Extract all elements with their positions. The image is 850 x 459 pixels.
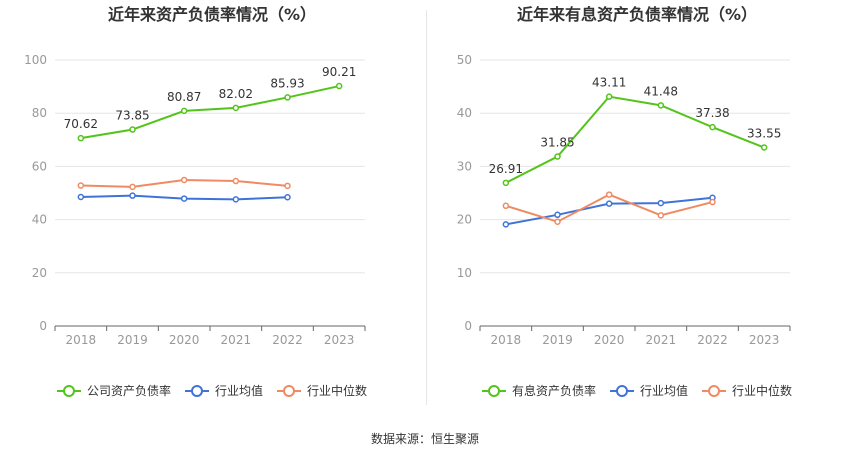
data-point (180, 195, 188, 202)
data-label: 73.85 (115, 109, 149, 123)
data-point (77, 182, 85, 189)
y-tick-label: 50 (457, 53, 472, 67)
y-tick-label: 20 (457, 213, 472, 227)
series-line (505, 95, 765, 184)
data-label: 82.02 (219, 87, 253, 101)
legend-item: 行业均值 (610, 383, 688, 398)
y-tick-label: 40 (457, 106, 472, 120)
data-point (335, 82, 343, 90)
data-label: 70.62 (64, 117, 98, 131)
data-label: 33.55 (747, 127, 781, 141)
data-label: 80.87 (167, 90, 201, 104)
x-tick-label: 2021 (221, 333, 252, 347)
data-point (605, 191, 613, 198)
x-tick-label: 2022 (272, 333, 303, 347)
data-point (129, 126, 136, 133)
data-point (502, 202, 510, 210)
x-tick-label: 2019 (117, 333, 148, 347)
data-label: 31.85 (540, 136, 574, 150)
y-tick-label: 40 (32, 213, 47, 227)
data-label: 90.21 (322, 65, 356, 79)
x-tick-label: 2022 (697, 333, 728, 347)
x-tick-label: 2018 (66, 333, 97, 347)
debt-ratio-chart: 近年来资产负债率情况（%） 0 20 40 60 80 100 2018 2019 2020 202… (24, 5, 367, 398)
legend-swatch-marker (616, 385, 628, 397)
data-point (284, 182, 291, 190)
data-point (129, 183, 136, 191)
legend-label: 行业中位数 (732, 383, 792, 398)
data-point (77, 193, 85, 201)
data-point (605, 93, 613, 100)
legend-swatch-marker (191, 385, 203, 397)
y-tick-label: 100 (24, 53, 47, 67)
data-point (709, 198, 716, 206)
data-label: 43.11 (592, 76, 626, 90)
legend-label: 行业均值 (640, 383, 688, 398)
y-tick-label: 60 (32, 159, 47, 173)
data-point (180, 176, 188, 184)
legend-label: 有息资产负债率 (512, 383, 596, 398)
chart-panel-interest-debt-ratio: 近年来有息资产负债率情况（%） 0 10 20 30 40 50 2018 2019 2020 20… (425, 0, 850, 459)
data-point (502, 179, 510, 187)
legend-label: 行业均值 (215, 383, 263, 398)
y-tick-label: 0 (39, 319, 47, 333)
x-tick-label: 2018 (491, 333, 522, 347)
data-point (502, 221, 510, 228)
legend-label: 行业中位数 (307, 383, 367, 398)
data-point (657, 212, 665, 219)
data-point (77, 134, 85, 142)
data-label: 85.93 (270, 76, 304, 90)
legend-item: 行业均值 (185, 383, 263, 398)
data-point (657, 102, 665, 109)
y-tick-label: 30 (457, 159, 472, 173)
x-tick-label: 2023 (324, 333, 355, 347)
chart-panel-total-debt-ratio: 近年来资产负债率情况（%） 0 20 40 60 80 100 2018 2019 2020 202… (24, 5, 367, 398)
data-label: 37.38 (695, 106, 729, 120)
data-point (129, 192, 136, 199)
legend-swatch-marker (708, 385, 720, 397)
legend-item: 行业中位数 (277, 383, 367, 398)
data-point (554, 153, 561, 160)
panel-divider (426, 10, 427, 405)
x-tick-label: 2020 (169, 333, 200, 347)
y-tick-label: 20 (32, 266, 47, 280)
data-point (554, 211, 561, 219)
data-point (605, 200, 613, 207)
interest-debt-ratio-chart: 近年来有息资产负债率情况（%） 0 10 20 30 40 50 2018 2019 2020 20… (457, 5, 792, 398)
chart-title: 近年来资产负债率情况（%） (108, 5, 316, 24)
data-source-note: 数据来源：恒生聚源 (370, 432, 479, 446)
data-label: 41.48 (644, 84, 678, 98)
x-tick-label: 2021 (646, 333, 677, 347)
legend-swatch-marker (63, 385, 75, 397)
y-tick-label: 10 (457, 266, 472, 280)
legend-label: 公司资产负债率 (87, 383, 171, 398)
data-point (180, 107, 188, 115)
data-point (760, 144, 768, 151)
data-point (284, 194, 291, 201)
data-point (709, 123, 716, 131)
legend-swatch-marker (283, 385, 295, 397)
x-tick-label: 2019 (542, 333, 573, 347)
y-tick-label: 80 (32, 106, 47, 120)
data-point (284, 94, 291, 101)
data-point (657, 199, 665, 207)
data-point (554, 218, 561, 225)
data-label: 26.91 (489, 162, 523, 176)
legend-item: 公司资产负债率 (57, 383, 171, 398)
data-point (232, 104, 240, 112)
series-line (80, 85, 340, 140)
y-tick-label: 0 (464, 319, 472, 333)
legend-swatch-marker (488, 385, 500, 397)
chart-title: 近年来有息资产负债率情况（%） (517, 5, 757, 24)
x-tick-label: 2023 (749, 333, 780, 347)
data-point (232, 177, 240, 185)
data-point (232, 196, 240, 203)
legend-item: 行业中位数 (702, 383, 792, 398)
legend-item: 有息资产负债率 (482, 383, 596, 398)
x-tick-label: 2020 (594, 333, 625, 347)
